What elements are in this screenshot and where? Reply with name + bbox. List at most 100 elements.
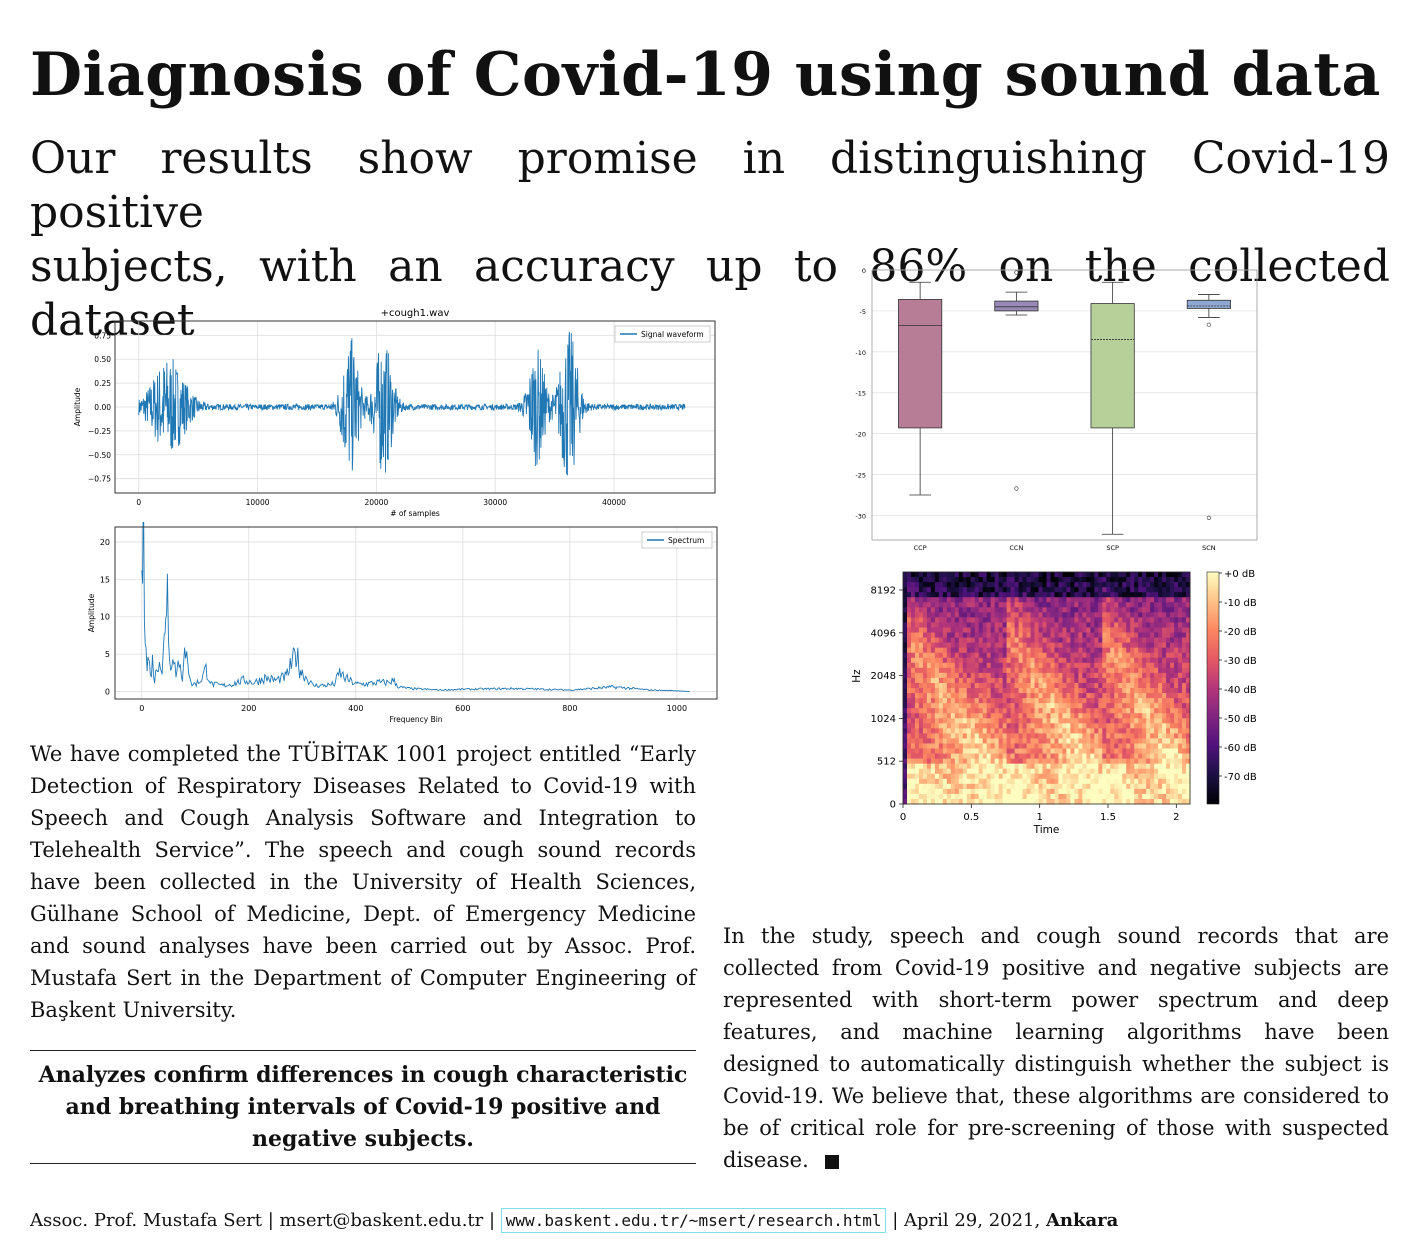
spectrogram-cell: [962, 783, 968, 790]
spectrogram-cell: [1054, 622, 1059, 628]
spectrogram-cell: [958, 693, 964, 699]
spectrogram-cell: [930, 627, 936, 633]
spectrogram-cell: [1142, 597, 1147, 603]
spectrogram-cell: [1094, 587, 1099, 593]
spectrogram-cell: [994, 788, 1000, 795]
spectrogram-cell: [1034, 577, 1039, 583]
spectrogram-cell: [942, 612, 948, 618]
spectrogram-cell: [914, 738, 920, 744]
spectrogram-cell: [986, 723, 992, 729]
spectrogram-cell: [998, 577, 1004, 583]
spectrogram-cell: [1074, 602, 1079, 608]
waveform-ytick-label: −0.50: [88, 451, 111, 460]
spectrogram-cell: [1066, 577, 1071, 583]
spectrogram-cell: [1090, 778, 1095, 785]
spectrogram-cell: [1006, 672, 1012, 679]
spectrogram-cell: [982, 622, 988, 628]
spectrogram-cell: [1106, 682, 1111, 689]
spectrogram-cell: [942, 622, 948, 628]
spectrogram-cell: [1002, 582, 1008, 588]
spectrogram-cell: [958, 617, 964, 623]
spectrogram-cell: [1122, 783, 1127, 790]
spectrogram-cell: [1118, 723, 1123, 729]
spectrogram-cell: [934, 667, 940, 674]
spectrogram-cell: [1126, 788, 1131, 795]
spectrogram-cell: [1006, 677, 1012, 684]
spectrogram-cell: [1118, 758, 1123, 765]
spectrogram-cell: [1018, 748, 1023, 754]
spectrogram-cell: [934, 763, 940, 770]
spectrogram-cell: [1030, 688, 1035, 694]
spectrogram-cell: [930, 768, 936, 775]
spectrogram-cell: [1026, 582, 1031, 588]
spectrogram-xtick-label: 1.5: [1100, 812, 1116, 823]
spectrogram-cell: [1098, 677, 1103, 684]
spectrogram-cell: [1150, 793, 1155, 800]
footer-email[interactable]: msert@baskent.edu.tr: [279, 1210, 484, 1231]
spectrogram-cell: [1062, 733, 1067, 739]
spectrogram-cell: [974, 713, 980, 719]
spectrogram-cell: [1034, 622, 1039, 628]
spectrogram-cell: [1130, 793, 1135, 800]
spectrogram-cell: [918, 698, 924, 704]
spectrogram-cell: [1114, 783, 1119, 790]
spectrogram-cell: [906, 793, 912, 800]
boxplot-ytick-label: -10: [855, 349, 866, 357]
spectrogram-cell: [1110, 728, 1115, 734]
spectrogram-cell: [1178, 622, 1183, 628]
spectrogram-cell: [966, 682, 972, 689]
spectrogram-cell: [962, 688, 968, 694]
spectrogram-cell: [1022, 703, 1027, 709]
spectrogram-cell: [962, 607, 968, 613]
spectrogram-cell: [1114, 647, 1119, 654]
spectrogram-cell: [946, 743, 952, 749]
spectrogram-cell: [946, 793, 952, 800]
spectrogram-cell: [1118, 768, 1123, 775]
spectrogram-cell: [1174, 723, 1179, 729]
spectrogram-cell: [1150, 778, 1155, 785]
spectrogram-cell: [1114, 662, 1119, 669]
spectrogram-cell: [918, 748, 924, 754]
footer-url-link[interactable]: www.baskent.edu.tr/~msert/research.html: [500, 1208, 887, 1233]
spectrogram-cell: [1014, 597, 1019, 603]
spectrogram-cell: [998, 582, 1004, 588]
spectrogram-cell: [950, 748, 956, 754]
spectrogram-cell: [946, 748, 952, 754]
spectrogram-cell: [934, 758, 940, 765]
spectrogram-cell: [1158, 783, 1163, 790]
spectrogram-cell: [970, 617, 976, 623]
spectrogram-cell: [954, 698, 960, 704]
spectrogram-cell: [974, 657, 980, 664]
spectrogram-cell: [1178, 612, 1183, 618]
spectrogram-cell: [1062, 667, 1067, 674]
spectrogram-cell: [1062, 587, 1067, 593]
spectrogram-cell: [1038, 753, 1043, 760]
spectrogram-cell: [990, 662, 996, 669]
spectrogram-cell: [1090, 647, 1095, 654]
spectrogram-cell: [910, 793, 916, 800]
spectrogram-cell: [1066, 667, 1071, 674]
spectrogram-cell: [1106, 793, 1111, 800]
spectrogram-cell: [1042, 682, 1047, 689]
spectrogram-cell: [906, 753, 912, 760]
spectrogram-cell: [1130, 617, 1135, 623]
spectrogram-cell: [903, 657, 908, 664]
spectrogram-cell: [950, 677, 956, 684]
spectrogram-cell: [1130, 693, 1135, 699]
spectrogram-cell: [946, 632, 952, 638]
spectrogram-cell: [946, 602, 952, 608]
spectrogram-cell: [910, 703, 916, 709]
spectrogram-cell: [930, 642, 936, 649]
spectrogram-cell: [1118, 597, 1123, 603]
spectrogram-cell: [914, 793, 920, 800]
spectrogram-cell: [954, 582, 960, 588]
spectrogram-cell: [938, 728, 944, 734]
spectrogram-cell: [1142, 587, 1147, 593]
spectrogram-cell: [1178, 682, 1183, 689]
spectrogram-cell: [1090, 612, 1095, 618]
spectrogram-cell: [1010, 773, 1016, 780]
spectrogram-cell: [918, 587, 924, 593]
spectrogram-cell: [950, 688, 956, 694]
spectrogram-cell: [1002, 637, 1008, 644]
spectrogram-cell: [1010, 708, 1016, 714]
